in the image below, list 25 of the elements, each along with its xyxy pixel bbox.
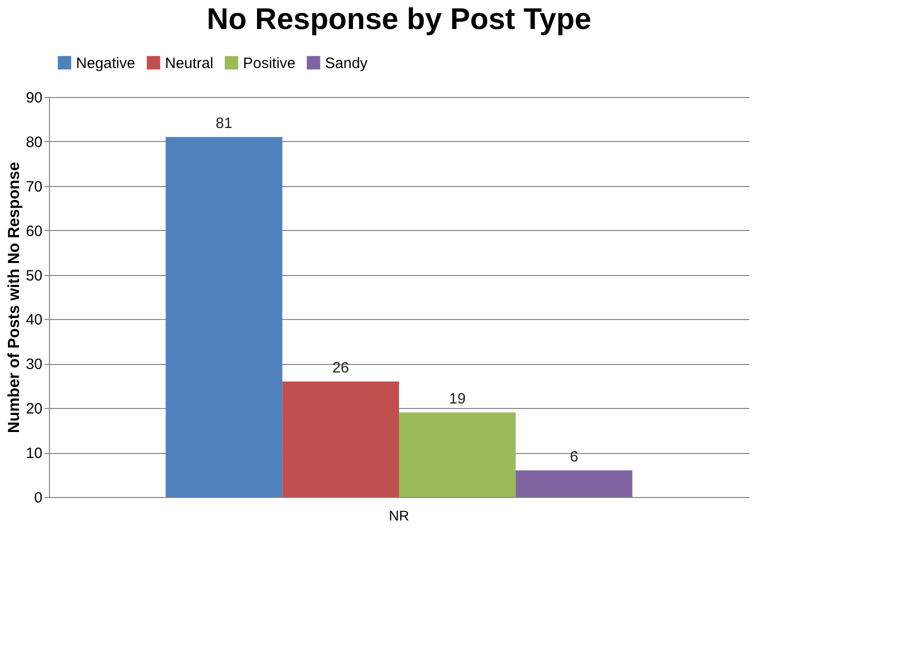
bar <box>166 137 282 497</box>
y-tick-label: 10 <box>26 445 42 462</box>
y-tick-label: 80 <box>26 134 42 151</box>
y-tick-label: 50 <box>26 267 42 284</box>
legend-label: Neutral <box>165 54 214 72</box>
legend-label: Positive <box>243 54 296 72</box>
y-tick-label: 20 <box>26 400 42 418</box>
y-tick-label: 90 <box>26 90 42 106</box>
legend-label: Negative <box>76 54 136 72</box>
y-tick-label: 60 <box>26 222 42 240</box>
legend-label: Sandy <box>325 54 368 72</box>
y-tick-label: 0 <box>34 490 42 506</box>
data-label: 6 <box>570 448 578 466</box>
y-tick-label: 40 <box>26 312 42 329</box>
y-axis-title: Number of Posts with No Response <box>6 162 23 434</box>
y-tick-label: 70 <box>26 178 42 196</box>
bar <box>399 412 516 497</box>
y-tick-label: 30 <box>26 356 42 374</box>
chart-title: No Response by Post Type <box>206 3 592 36</box>
bar <box>282 381 399 497</box>
bar <box>516 470 632 497</box>
x-tick-label: NR <box>388 508 410 524</box>
data-label: 26 <box>332 359 350 376</box>
data-label: 81 <box>216 115 232 132</box>
data-label: 19 <box>448 390 466 408</box>
